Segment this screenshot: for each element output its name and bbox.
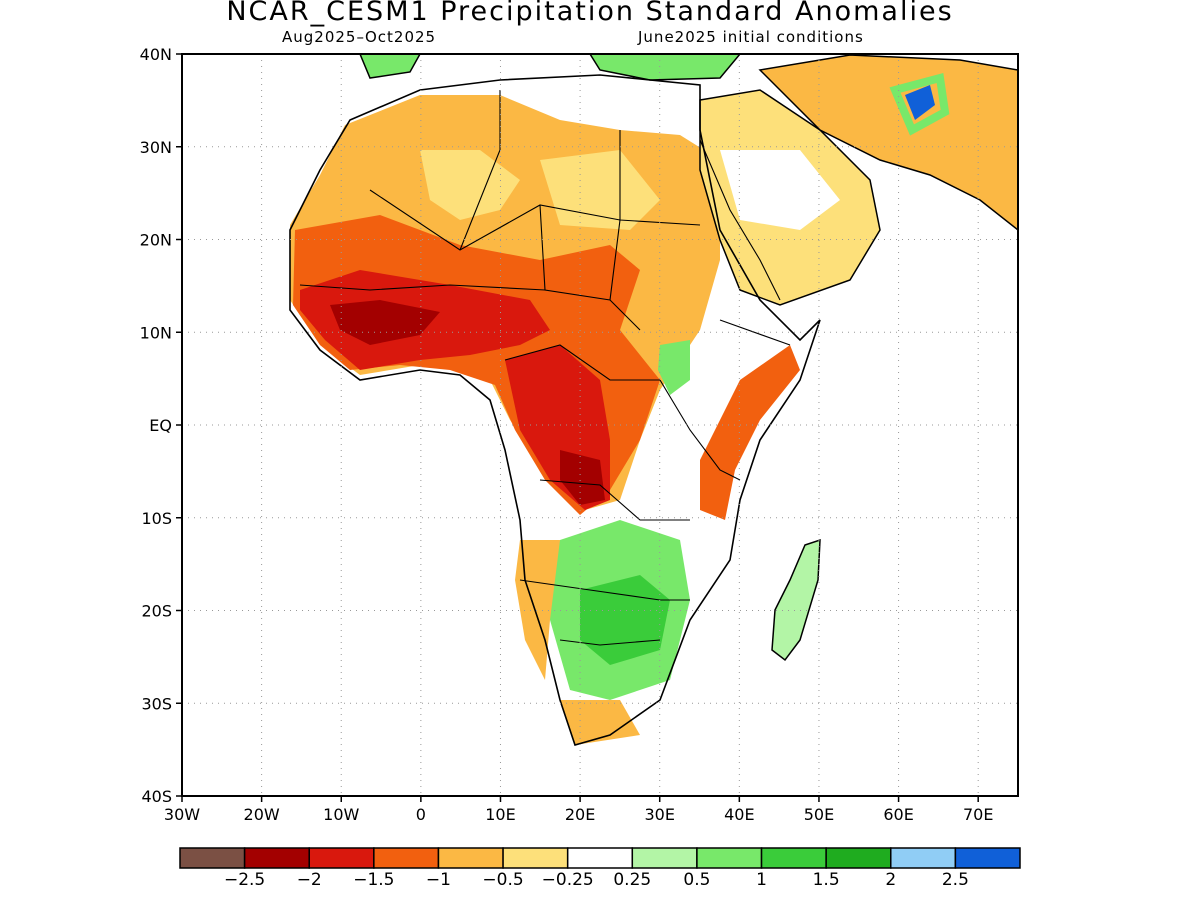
chart-title: NCAR_CESM1 Precipitation Standard Anomal… bbox=[226, 0, 954, 27]
lon-tick-label: 70E bbox=[963, 805, 993, 824]
arabia-neutral bbox=[720, 150, 840, 230]
country-borders bbox=[299, 90, 791, 646]
anomaly-pos-central-asia bbox=[905, 85, 935, 120]
lon-tick-label: 30W bbox=[164, 805, 200, 824]
anomaly-neg-2p5-west bbox=[330, 300, 440, 345]
colorbar-swatch bbox=[502, 847, 569, 869]
colorbar-label: 1.5 bbox=[812, 870, 840, 890]
lon-tick-label: 50E bbox=[804, 805, 834, 824]
colorbar-label: −2.5 bbox=[223, 870, 266, 890]
red-sea-coast bbox=[699, 139, 781, 301]
colorbar-swatch bbox=[179, 847, 246, 869]
colorbar bbox=[179, 847, 1021, 869]
anomaly-weak-angola bbox=[515, 540, 560, 680]
anomaly-pos-central-asia-ring bbox=[889, 72, 950, 136]
colorbar-swatch bbox=[890, 847, 957, 869]
colorbar-swatch bbox=[566, 847, 634, 869]
colorbar-label: −1.5 bbox=[353, 870, 395, 890]
colorbar-swatch bbox=[308, 847, 375, 869]
colorbar-label: −1 bbox=[425, 870, 451, 890]
anomaly-neg-2p5-congo bbox=[560, 450, 605, 505]
colorbar-label: −0.5 bbox=[482, 870, 524, 890]
colorbar-swatch bbox=[631, 847, 698, 869]
lon-tick-label: 60E bbox=[883, 805, 913, 824]
colorbar-label: −2 bbox=[296, 870, 322, 890]
colorbar-label: 2 bbox=[885, 870, 897, 890]
colorbar-swatch bbox=[437, 847, 504, 869]
iran-region bbox=[758, 54, 1018, 231]
anomaly-weak-east-sahara bbox=[540, 150, 660, 230]
anomaly-neg-1p5-east bbox=[700, 345, 800, 520]
lon-tick-label: 40E bbox=[724, 805, 754, 824]
anomaly-weak-sahara bbox=[420, 150, 520, 220]
lon-tick-label: 10W bbox=[323, 805, 359, 824]
lat-tick-label: EQ bbox=[149, 416, 172, 435]
anomaly-field bbox=[289, 54, 1018, 746]
colorbar-swatch bbox=[825, 847, 892, 869]
colorbar-swatch bbox=[696, 847, 763, 869]
initial-conditions: June2025 initial conditions bbox=[638, 28, 864, 46]
lat-tick-label: 40N bbox=[140, 45, 172, 64]
colorbar-label: 0.5 bbox=[683, 870, 711, 890]
lat-tick-label: 20S bbox=[141, 602, 172, 621]
colorbar-label: 2.5 bbox=[941, 870, 969, 890]
colorbar-swatch bbox=[243, 847, 310, 869]
europe-fringe bbox=[359, 54, 741, 81]
colorbar-swatch bbox=[373, 847, 440, 869]
lat-tick-label: 20N bbox=[140, 231, 172, 250]
lat-tick-label: 10S bbox=[141, 509, 172, 528]
colorbar-label: −0.25 bbox=[541, 870, 594, 890]
lon-tick-label: 30E bbox=[644, 805, 674, 824]
lon-tick-label: 10E bbox=[485, 805, 515, 824]
lat-tick-label: 30S bbox=[141, 694, 172, 713]
anomaly-pos-1p5-southern bbox=[580, 575, 670, 665]
lon-tick-label: 20W bbox=[244, 805, 280, 824]
anomaly-weak-cape bbox=[560, 700, 640, 745]
lat-tick-label: 40S bbox=[141, 787, 172, 806]
anomaly-pos-east-highlands bbox=[658, 340, 690, 395]
lat-tick-label: 10N bbox=[140, 323, 172, 342]
lat-tick-label: 30N bbox=[140, 138, 172, 157]
colorbar-swatch bbox=[954, 847, 1021, 869]
colorbar-label: 1 bbox=[756, 870, 767, 890]
lon-tick-label: 20E bbox=[565, 805, 595, 824]
colorbar-swatch bbox=[760, 847, 827, 869]
lon-tick-label: 0 bbox=[416, 805, 426, 824]
madagascar bbox=[771, 538, 821, 662]
colorbar-label: 0.25 bbox=[613, 870, 652, 890]
forecast-period: Aug2025–Oct2025 bbox=[282, 28, 437, 46]
